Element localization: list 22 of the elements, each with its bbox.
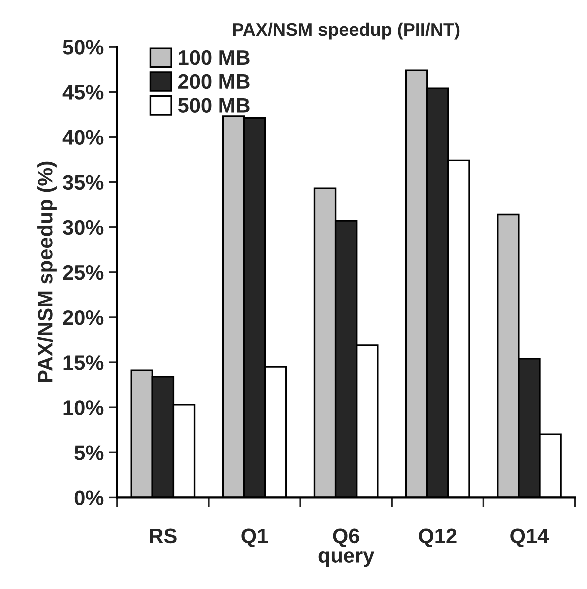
x-tick-label: Q6 (333, 528, 360, 548)
y-tick-label: 0% (74, 490, 104, 506)
legend-label: 200 MB (178, 74, 250, 90)
chart-title: PAX/NSM speedup (PII/NT) (233, 22, 460, 40)
y-tick-label: 20% (63, 310, 104, 326)
y-tick-label: 25% (63, 265, 104, 280)
x-axis-title: query (318, 552, 375, 568)
y-tick-label: 10% (64, 400, 104, 416)
x-tick-label: Q1 (242, 528, 268, 548)
y-axis-title: PAX/NSM speedup (%) (38, 162, 57, 383)
legend-label: 100 MB (179, 50, 250, 66)
y-tick-label: 15% (64, 356, 104, 370)
x-tick-label: Q12 (419, 528, 457, 548)
x-tick-label: Q14 (510, 528, 550, 548)
y-tick-label: 45% (62, 85, 104, 100)
y-tick-label: 30% (62, 220, 104, 236)
y-tick-label: 50% (63, 40, 104, 55)
y-tick-label: 40% (62, 130, 104, 145)
y-tick-label: 35% (62, 175, 104, 190)
legend-label: 500 MB (178, 98, 250, 113)
y-tick-label: 5% (74, 446, 104, 460)
x-tick-label: RS (150, 528, 177, 544)
